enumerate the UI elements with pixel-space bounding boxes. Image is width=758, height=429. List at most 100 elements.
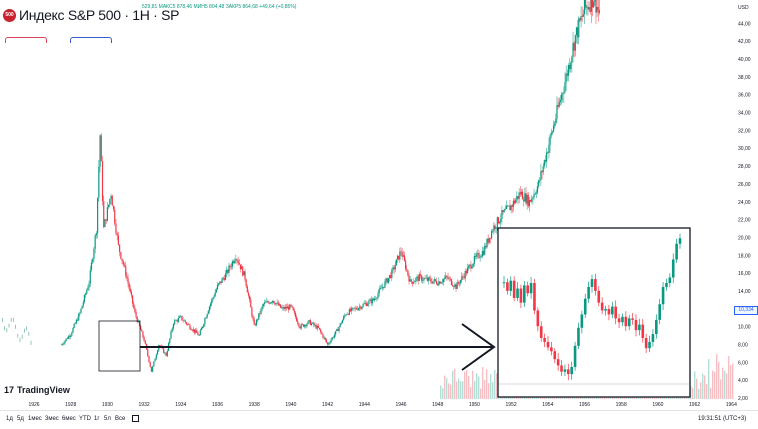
candle-body — [296, 317, 298, 322]
candle-body — [201, 326, 204, 329]
candle-body — [210, 303, 212, 307]
candle-body — [386, 278, 388, 283]
candle-body — [353, 307, 355, 309]
candle-body — [231, 261, 234, 267]
candle-body — [144, 341, 146, 344]
candle-body — [371, 298, 373, 304]
indicator-tab-2[interactable] — [70, 37, 112, 43]
candle-body — [74, 323, 76, 324]
tf-1m[interactable]: 1мес — [28, 416, 42, 422]
candle-body — [129, 288, 131, 292]
candle-body — [410, 279, 412, 282]
x-tick-label: 1942 — [322, 402, 333, 408]
candle-body — [302, 324, 305, 327]
y-tick-label: 4,00 — [738, 378, 748, 384]
volume-bar — [728, 356, 730, 399]
candle-body — [345, 314, 347, 316]
symbol-title[interactable]: Индекс S&P 500 · 1H · SP — [19, 7, 180, 23]
candle-body — [542, 166, 544, 173]
candle-body — [110, 195, 112, 199]
candle-body — [245, 279, 247, 287]
early-candle — [30, 340, 32, 345]
candle-body — [119, 244, 121, 253]
tf-ytd[interactable]: YTD — [79, 416, 91, 422]
candle-body — [581, 16, 583, 17]
candle-body — [243, 271, 245, 276]
candle-body — [288, 306, 290, 310]
candle-body — [532, 197, 534, 199]
candle-body — [437, 283, 439, 286]
candle-body — [196, 330, 198, 334]
candle-body — [66, 338, 68, 340]
candle-body — [394, 265, 396, 270]
inset-candle-body — [567, 369, 570, 375]
tf-6m[interactable]: 6мес — [62, 416, 76, 422]
candle-body — [227, 269, 229, 273]
inset-candle-body — [502, 282, 506, 284]
candle-body — [64, 340, 66, 344]
volume-bar — [692, 387, 694, 399]
tf-5d[interactable]: 5д — [17, 416, 24, 422]
candle-body — [270, 302, 273, 304]
early-candle — [4, 326, 5, 331]
inset-candle-body — [580, 314, 584, 328]
candle-body — [427, 277, 430, 281]
candle-body — [95, 233, 97, 236]
candle-body — [482, 251, 485, 255]
y-tick-label: 24,00 — [738, 200, 751, 206]
candle-body — [187, 324, 189, 325]
candle-body — [496, 217, 498, 228]
candle-body — [586, 6, 588, 8]
candle-body — [525, 193, 527, 204]
tf-all[interactable]: Все — [115, 416, 126, 422]
candle-body — [573, 42, 575, 51]
candle-body — [331, 337, 333, 340]
candle-body — [253, 319, 255, 325]
candle-body — [559, 100, 562, 103]
x-tick-label: 1948 — [432, 402, 443, 408]
x-tick-label: 1940 — [285, 402, 296, 408]
candle-body — [154, 358, 156, 362]
y-tick-label: 30,00 — [738, 146, 751, 152]
candle-body — [385, 278, 387, 282]
candle-body — [126, 275, 128, 279]
candle-body — [374, 298, 376, 301]
candle-body — [78, 313, 80, 321]
candle-body — [461, 276, 463, 280]
volume-bar — [724, 370, 726, 399]
inset-candle-body — [516, 288, 519, 298]
indicator-tab-1[interactable] — [5, 37, 47, 43]
volume-bar — [496, 373, 498, 399]
candle-body — [435, 281, 438, 284]
volume-bar — [722, 367, 724, 399]
candle-body — [466, 267, 469, 274]
candle-body — [125, 265, 127, 276]
candle-body — [317, 325, 320, 328]
tf-1d[interactable]: 1д — [6, 416, 13, 422]
candle-body — [132, 295, 134, 304]
candle-body — [87, 287, 89, 291]
candle-body — [583, 0, 586, 15]
early-candle — [2, 318, 3, 322]
candle-body — [135, 312, 137, 317]
early-candle — [21, 334, 23, 339]
candle-body — [408, 275, 410, 282]
early-candle — [19, 337, 21, 342]
y-tick-label: 36,00 — [738, 93, 751, 99]
candle-body — [518, 192, 520, 199]
volume-bar — [480, 388, 482, 399]
calendar-icon[interactable] — [132, 415, 139, 422]
tf-1y[interactable]: 1г — [94, 416, 100, 422]
candle-body — [108, 204, 110, 208]
candle-body — [538, 180, 540, 187]
candle-body — [247, 292, 250, 296]
inset-candle-body — [594, 279, 597, 291]
tf-5y[interactable]: 5л — [104, 416, 111, 422]
candle-body — [442, 279, 445, 282]
candle-body — [520, 191, 523, 195]
candle-body — [300, 324, 302, 329]
candle-body — [94, 235, 96, 249]
candle-body — [473, 255, 475, 264]
tf-3m[interactable]: 3мес — [45, 416, 59, 422]
